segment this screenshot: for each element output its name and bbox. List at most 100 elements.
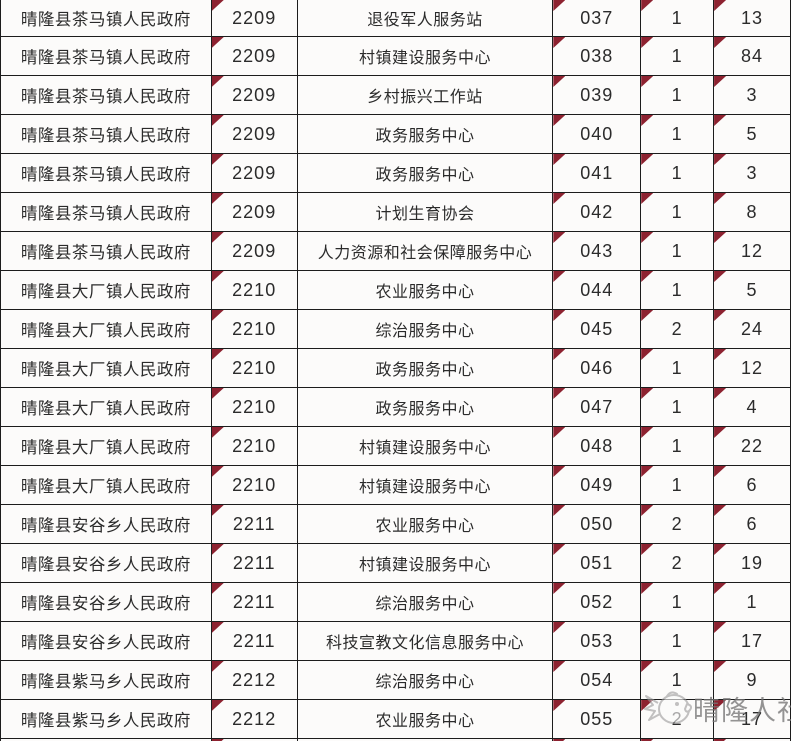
table-row: 晴隆县茶马镇人民政府 2209 人力资源和社会保障服务中心 043 1 12 xyxy=(1,232,791,271)
comment-marker-icon xyxy=(211,271,224,282)
num2-cell-text: 6 xyxy=(746,474,758,495)
num2-cell-text: 9 xyxy=(746,669,758,690)
unit-code-cell: 2211 xyxy=(211,544,298,583)
org-cell-text: 晴隆县大厂镇人民政府 xyxy=(20,283,191,301)
org-cell: 晴隆县紫马乡人民政府 xyxy=(1,661,212,700)
org-cell: 晴隆县安谷乡人民政府 xyxy=(1,622,212,661)
pos-code-cell: 039 xyxy=(553,76,642,115)
org-cell: 晴隆县茶马镇人民政府 xyxy=(1,37,212,76)
comment-marker-icon xyxy=(553,700,566,711)
pos-code-cell-text: 052 xyxy=(580,591,614,612)
num2-cell: 5 xyxy=(714,271,791,310)
dept-cell-text: 村镇建设服务中心 xyxy=(358,557,491,574)
dept-cell: 科技宣教文化信息服务中心 xyxy=(297,622,554,661)
comment-marker-icon xyxy=(553,505,566,516)
num1-cell: 1 xyxy=(641,115,715,154)
unit-code-cell-text: 2210 xyxy=(232,435,277,456)
comment-marker-icon xyxy=(211,76,224,87)
table-row: 晴隆县茶马镇人民政府 2209 乡村振兴工作站 039 1 3 xyxy=(1,76,791,115)
unit-code-cell-text: 2210 xyxy=(232,396,277,417)
num1-cell-text: 2 xyxy=(671,708,683,729)
comment-marker-icon xyxy=(641,622,654,633)
org-cell: 晴隆县茶马镇人民政府 xyxy=(1,193,212,232)
org-cell: 晴隆县安谷乡人民政府 xyxy=(1,505,212,544)
num1-cell: 1 xyxy=(641,622,715,661)
num2-cell-text: 12 xyxy=(741,357,764,378)
comment-marker-icon xyxy=(714,661,727,672)
dept-cell: 综治服务中心 xyxy=(297,310,554,349)
comment-marker-icon xyxy=(553,76,566,87)
org-cell: 晴隆县茶马镇人民政府 xyxy=(1,115,212,154)
num1-cell-text: 1 xyxy=(671,240,683,261)
unit-code-cell-text: 2212 xyxy=(232,708,277,729)
comment-marker-icon xyxy=(714,37,727,48)
org-cell-text: 晴隆县大厂镇人民政府 xyxy=(20,400,191,418)
comment-marker-icon xyxy=(211,622,224,633)
unit-code-cell-text: 2210 xyxy=(232,279,277,300)
unit-code-cell-text: 2209 xyxy=(232,201,277,222)
unit-code-cell: 2210 xyxy=(211,388,298,427)
unit-code-cell-text: 2210 xyxy=(232,318,277,339)
comment-marker-icon xyxy=(641,154,654,165)
unit-code-cell: 2209 xyxy=(211,76,298,115)
unit-code-cell-text: 2209 xyxy=(232,84,277,105)
unit-code-cell-text: 2211 xyxy=(232,630,276,651)
comment-marker-icon xyxy=(211,700,224,711)
comment-marker-icon xyxy=(641,37,654,48)
num1-cell-text: 1 xyxy=(671,474,683,495)
pos-code-cell-text: 037 xyxy=(580,7,614,28)
unit-code-cell-text: 2209 xyxy=(232,162,277,183)
comment-marker-icon xyxy=(641,661,654,672)
comment-marker-icon xyxy=(211,349,224,360)
org-cell xyxy=(1,739,212,741)
dept-cell-text: 政务服务中心 xyxy=(375,401,475,418)
dept-cell-text: 农业服务中心 xyxy=(375,713,475,730)
org-cell-text: 晴隆县大厂镇人民政府 xyxy=(20,439,191,457)
comment-marker-icon xyxy=(714,544,727,555)
dept-cell-text: 退役军人服务站 xyxy=(367,12,483,29)
org-cell-text: 晴隆县安谷乡人民政府 xyxy=(20,556,191,574)
comment-marker-icon xyxy=(641,115,654,126)
table-row: 晴隆县大厂镇人民政府 2210 政务服务中心 047 1 4 xyxy=(1,388,791,427)
pos-code-cell: 054 xyxy=(553,661,642,700)
comment-marker-icon xyxy=(641,193,654,204)
table-row: 晴隆县大厂镇人民政府 2210 综治服务中心 045 2 24 xyxy=(1,310,791,349)
unit-code-cell-text: 2210 xyxy=(232,357,277,378)
pos-code-cell-text: 050 xyxy=(580,513,614,534)
num2-cell: 17 xyxy=(714,622,791,661)
num1-cell: 1 xyxy=(641,193,715,232)
org-cell-text: 晴隆县茶马镇人民政府 xyxy=(20,244,191,262)
dept-cell: 计划生育协会 xyxy=(297,193,554,232)
unit-code-cell-text: 2211 xyxy=(232,552,276,573)
pos-code-cell-text: 045 xyxy=(580,318,614,339)
dept-cell-text: 人力资源和社会保障服务中心 xyxy=(317,245,533,262)
comment-marker-icon xyxy=(553,661,566,672)
unit-code-cell: 2210 xyxy=(211,310,298,349)
num2-cell: 12 xyxy=(714,232,791,271)
comment-marker-icon xyxy=(553,622,566,633)
unit-code-cell: 2209 xyxy=(211,193,298,232)
pos-code-cell: 055 xyxy=(553,700,642,739)
org-cell-text: 晴隆县茶马镇人民政府 xyxy=(20,11,191,29)
num1-cell-text: 1 xyxy=(671,201,683,222)
org-cell-text: 晴隆县安谷乡人民政府 xyxy=(20,634,191,652)
num1-cell-text: 1 xyxy=(671,162,683,183)
num2-cell-text: 6 xyxy=(746,513,758,534)
dept-cell xyxy=(297,739,554,741)
dept-cell: 政务服务中心 xyxy=(297,115,554,154)
pos-code-cell: 042 xyxy=(553,193,642,232)
unit-code-cell: 2209 xyxy=(211,154,298,193)
comment-marker-icon xyxy=(714,700,727,711)
table-row: 晴隆县安谷乡人民政府 2211 村镇建设服务中心 051 2 19 xyxy=(1,544,791,583)
pos-code-cell-text: 041 xyxy=(580,162,614,183)
num2-cell-text: 13 xyxy=(741,7,764,28)
comment-marker-icon xyxy=(714,505,727,516)
comment-marker-icon xyxy=(641,544,654,555)
pos-code-cell-text: 040 xyxy=(580,123,614,144)
unit-code-cell-text: 2210 xyxy=(232,474,277,495)
num2-cell: 6 xyxy=(714,466,791,505)
unit-code-cell: 2209 xyxy=(211,0,298,37)
num2-cell: 17 xyxy=(714,700,791,739)
comment-marker-icon xyxy=(553,154,566,165)
